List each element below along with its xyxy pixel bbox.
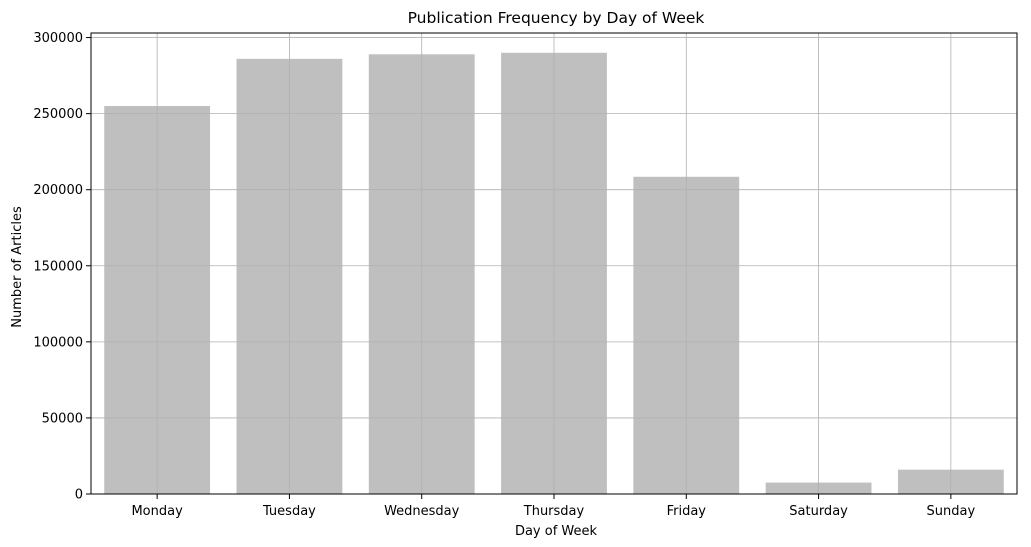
y-tick-label: 300000 bbox=[33, 31, 83, 46]
x-axis-label: Day of Week bbox=[515, 524, 598, 539]
x-tick-label: Friday bbox=[667, 504, 707, 519]
x-tick-label: Thursday bbox=[523, 504, 585, 519]
y-tick-label: 0 bbox=[75, 488, 83, 503]
x-tick-label: Tuesday bbox=[262, 504, 316, 519]
x-axis-ticks: Monday Tuesday Wednesday Thursday Friday Satu… bbox=[131, 494, 975, 519]
grid-lines bbox=[91, 33, 1017, 495]
y-tick-label: 150000 bbox=[33, 259, 83, 274]
x-tick-label: Saturday bbox=[789, 504, 848, 519]
y-tick-label: 100000 bbox=[33, 335, 83, 350]
y-axis-label: Number of Articles bbox=[10, 206, 25, 328]
y-axis-ticks: 0 50000 100000 150000 200000 250000 300000 bbox=[33, 31, 91, 503]
chart-title: Publication Frequency by Day of Week bbox=[408, 9, 705, 27]
y-tick-label: 200000 bbox=[33, 183, 83, 198]
y-tick-label: 250000 bbox=[33, 107, 83, 122]
x-tick-label: Wednesday bbox=[384, 504, 460, 519]
x-tick-label: Monday bbox=[131, 504, 183, 519]
x-tick-label: Sunday bbox=[927, 504, 976, 519]
y-tick-label: 50000 bbox=[42, 411, 83, 426]
